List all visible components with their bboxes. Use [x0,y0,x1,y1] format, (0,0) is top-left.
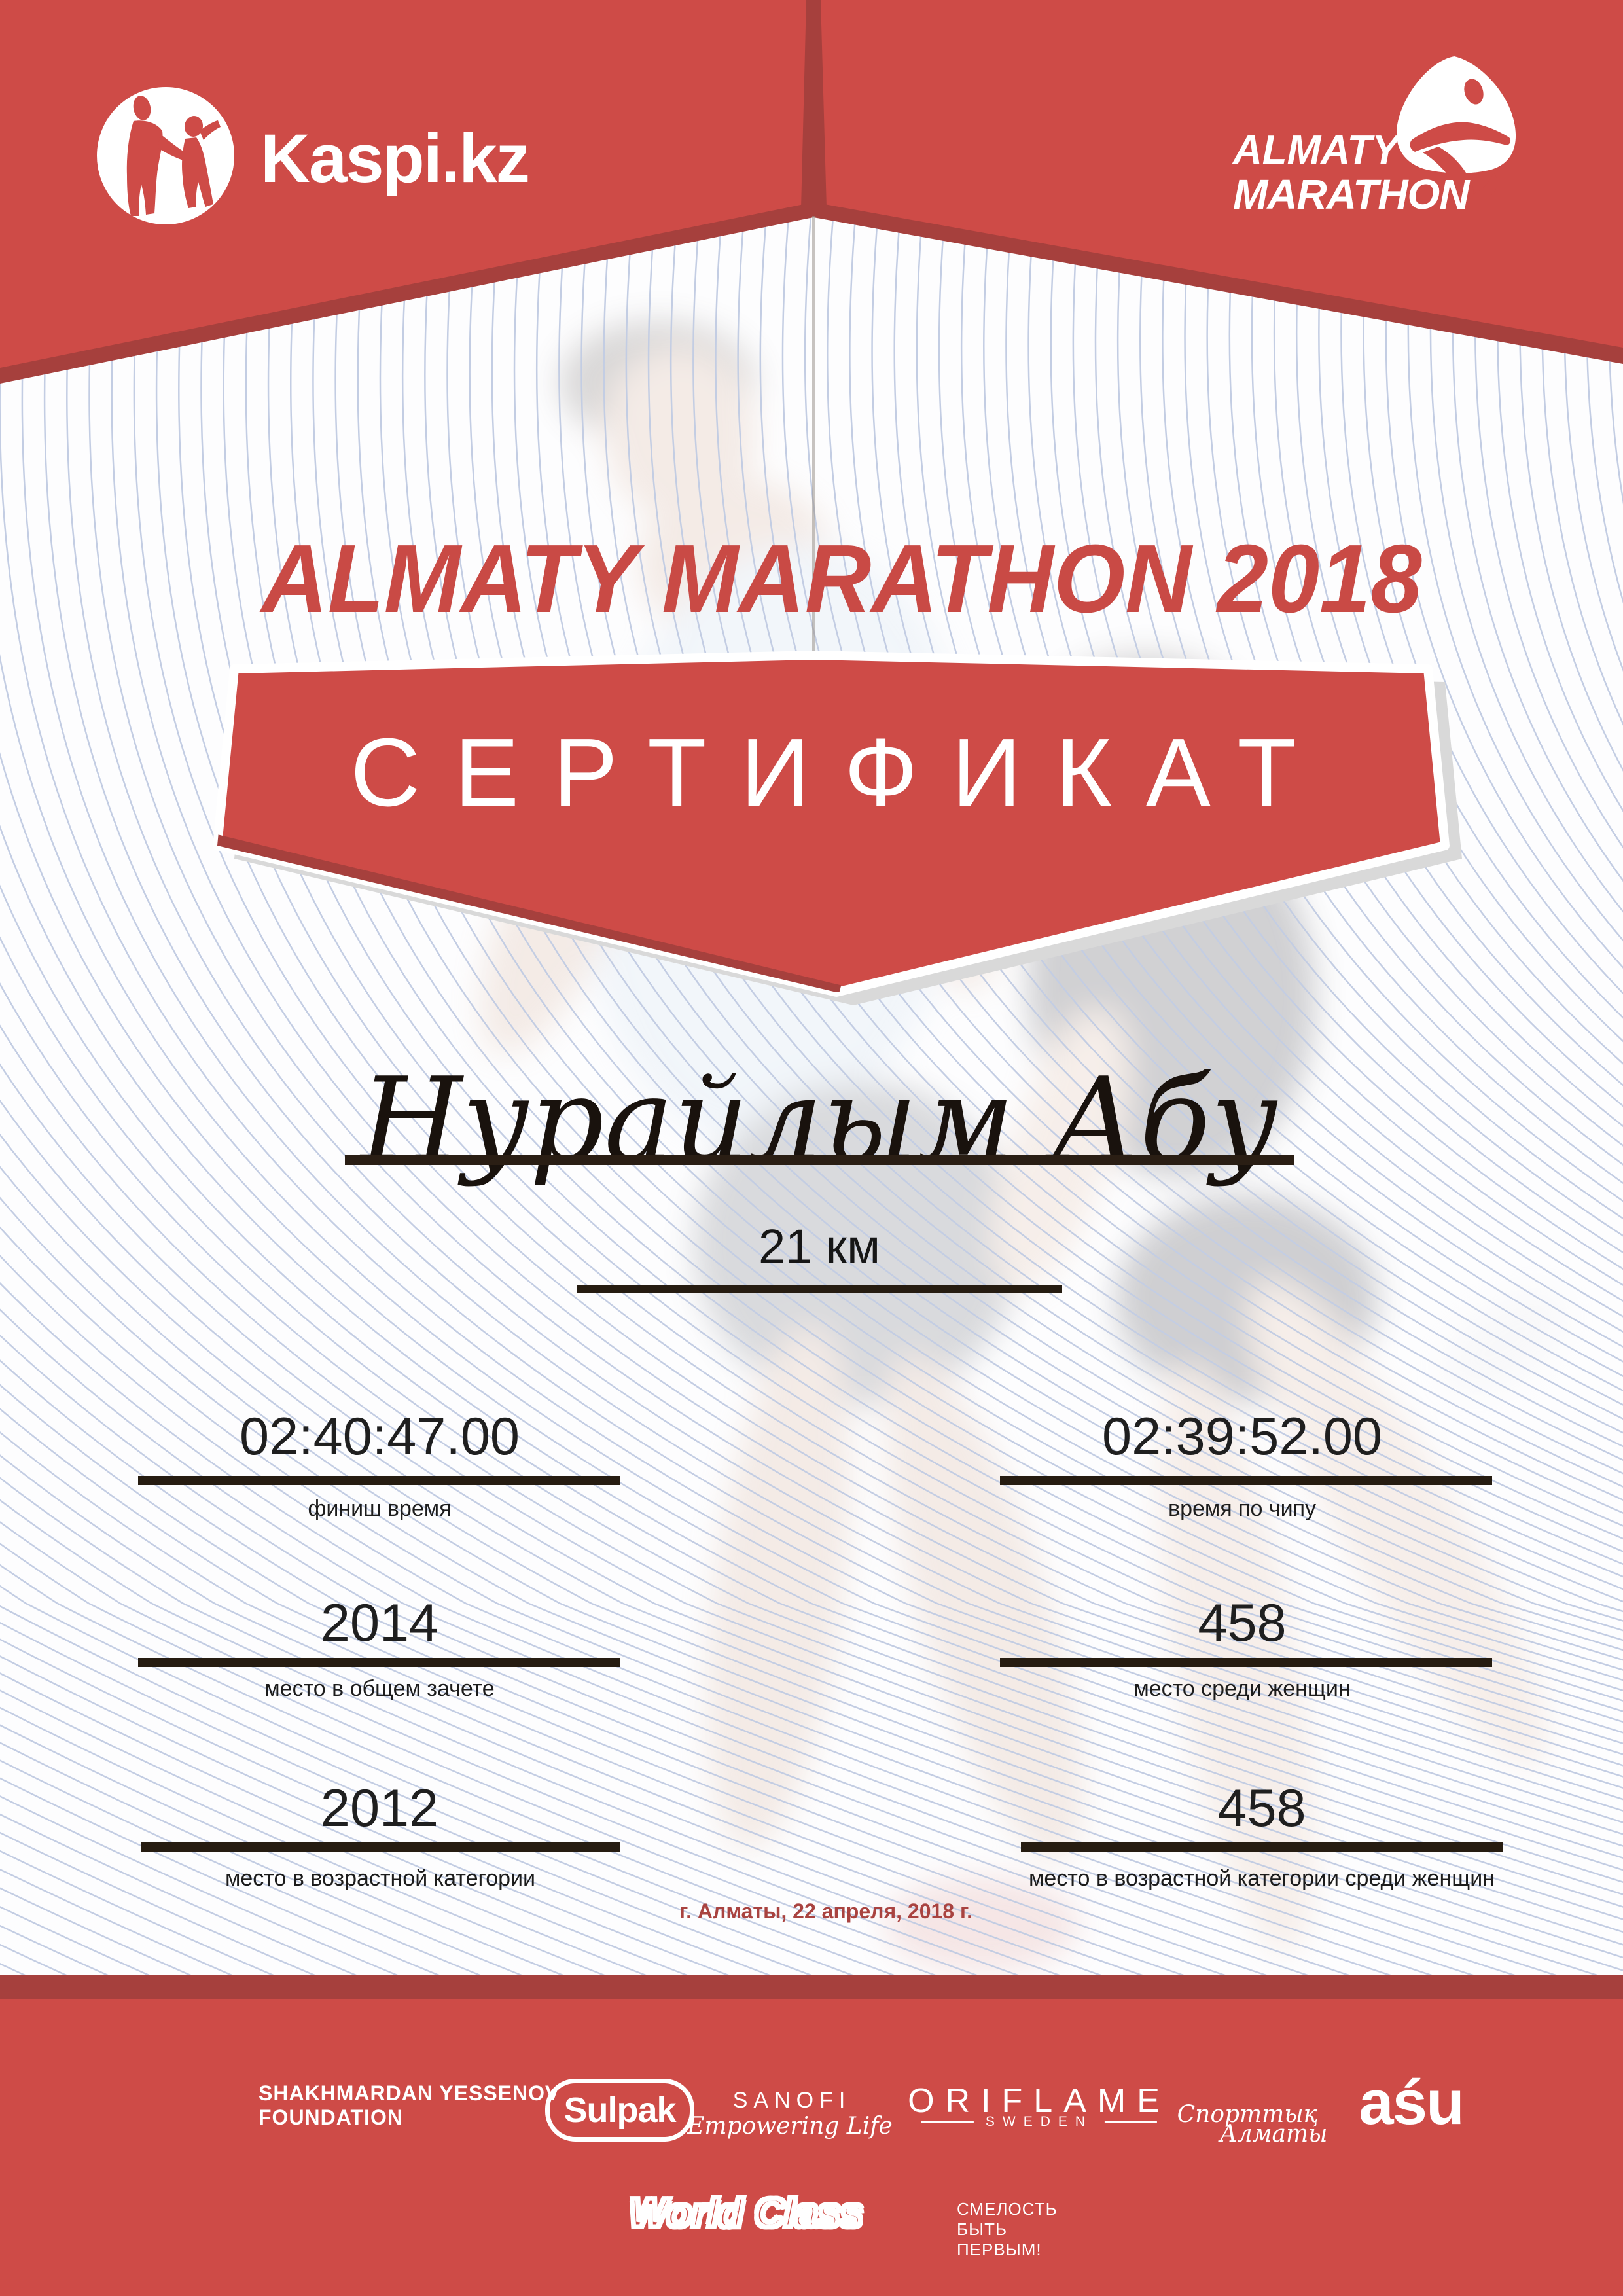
footer-dark-band [0,1975,1623,1999]
kaspi-logo-label: Kaspi.kz [260,120,530,197]
distance-value: 21 км [758,1219,881,1274]
overall-place-value: 2014 [320,1594,439,1653]
fund-motto-line3: ПЕРВЫМ! [957,2240,1042,2259]
kaspi-family-icon [97,87,234,224]
fund-motto-line1: СМЕЛОСТЬ [957,2199,1058,2219]
age-women-place-label: место в возрастной категории среди женщи… [1029,1866,1495,1891]
badge-label: СЕРТИФИКАТ [350,719,1330,827]
age-women-place-underline [1021,1842,1503,1852]
sponsor-yessenov: SHAKHMARDAN YESSENOV FOUNDATION [259,2081,560,2130]
center-fold-line [812,216,815,657]
sanofi-tagline: Empowering Life [687,2113,893,2140]
distance-underline [577,1285,1062,1293]
age-place-value: 2012 [320,1779,439,1838]
sponsor-sulpak: Sulpak [545,2079,694,2142]
marathon-logo-line2: MARATHON [1233,171,1470,218]
sponsor-oriflame: ORIFLAME [908,2082,1171,2120]
name-underline [345,1155,1294,1165]
chip-time-underline [1000,1476,1492,1485]
women-place-underline [1000,1658,1492,1667]
event-date-location: г. Алматы, 22 апреля, 2018 г. [679,1899,972,1923]
overall-place-underline [138,1658,620,1667]
marathon-logo-line1: ALMATY [1233,128,1399,173]
finish-time-label: финиш время [308,1496,452,1521]
sponsor-sport-almaty-line1: Спорттық [1177,2101,1318,2128]
sulpak-label: Sulpak [563,2090,676,2130]
sponsor-sport-almaty-line2: Алматы [1219,2121,1328,2147]
sponsor-sanofi: SANOFI [732,2088,851,2113]
yessenov-line2: FOUNDATION [259,2106,403,2129]
overall-place-label: место в общем зачете [264,1676,495,1701]
women-place-label: место среди женщин [1133,1676,1351,1701]
fund-motto: СМЕЛОСТЬ БЫТЬ ПЕРВЫМ! [957,2199,1058,2260]
certificate-badge-shape [213,651,1462,1005]
runner-pebble-icon [1396,56,1516,204]
recipient-name: Нурайлым Абу [360,1052,1279,1188]
oriflame-sweden-row: SWEDEN [921,2114,1158,2130]
oriflame-right-dash [1105,2121,1158,2123]
yessenov-line1: SHAKHMARDAN YESSENOV [259,2081,560,2105]
age-place-label: место в возрастной категории [225,1866,535,1891]
age-women-place-value: 458 [1217,1779,1306,1838]
age-place-underline [141,1842,620,1852]
finish-time-underline [138,1476,620,1485]
sponsor-worldclass: World Class [627,2189,865,2238]
chip-time-label: время по чипу [1168,1496,1316,1521]
footer-red-band [0,1999,1623,2296]
page-title: ALMATY MARATHON 2018 [261,525,1422,633]
fund-motto-line2: БЫТЬ [957,2219,1008,2239]
header-banner [0,0,1623,657]
finish-time-value: 02:40:47.00 [240,1407,520,1466]
women-place-value: 458 [1198,1594,1287,1653]
oriflame-left-dash [921,2121,974,2123]
sponsor-asu: aśu [1359,2068,1464,2138]
chip-time-value: 02:39:52.00 [1102,1407,1382,1466]
oriflame-country: SWEDEN [985,2114,1094,2129]
